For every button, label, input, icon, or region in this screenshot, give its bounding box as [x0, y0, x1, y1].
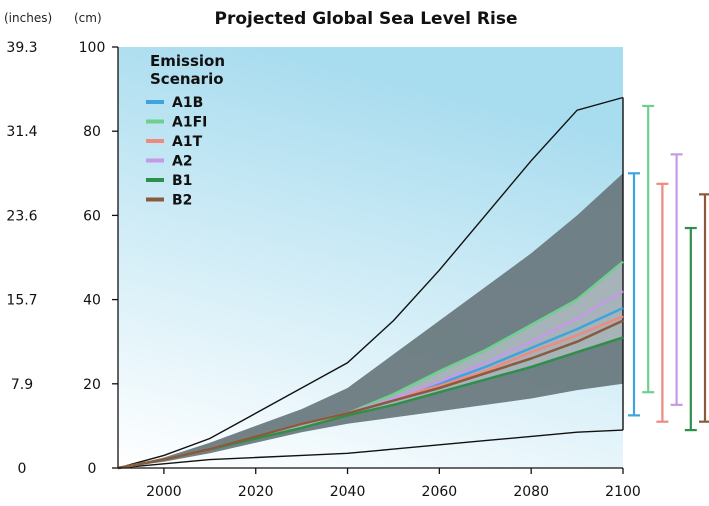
- legend-label: A2: [172, 154, 193, 170]
- uncertainty-bands: [117, 96, 624, 469]
- range-bar-a1t: [656, 182, 669, 423]
- y-tick-label-cm: 0: [88, 461, 97, 477]
- y-tick-label-inches: 31.4: [6, 124, 37, 140]
- x-tick-label: 2040: [330, 484, 366, 500]
- y-tick-label-inches: 23.6: [6, 208, 37, 224]
- legend-label: A1B: [172, 95, 203, 111]
- legend-label: B2: [172, 193, 192, 209]
- y-tick-label-cm: 60: [83, 208, 101, 224]
- range-bar-a1fi: [642, 104, 655, 394]
- outer-range-lower-line: [117, 429, 624, 469]
- y-tick-label-inches: 7.9: [11, 377, 33, 393]
- range-bar-a2: [670, 153, 683, 406]
- uncertainty-envelope: [118, 173, 623, 469]
- legend-label: B1: [172, 173, 192, 189]
- y-unit-cm: (cm): [74, 11, 102, 25]
- legend-label: A1T: [172, 134, 203, 150]
- legend-item-a1b: A1B: [146, 95, 203, 111]
- legend: Emission Scenario A1B A1FI A1T A2 B1 B2: [146, 52, 225, 209]
- x-tick-label: 2000: [146, 484, 182, 500]
- range-bar-b2: [699, 193, 709, 423]
- y-tick-label-cm: 80: [83, 124, 101, 140]
- legend-title-line1: Emission: [150, 52, 225, 70]
- scenario-lines: [117, 260, 624, 470]
- y-tick-label-inches: 0: [18, 461, 27, 477]
- y-unit-inches: (inches): [4, 11, 52, 25]
- legend-item-a1fi: A1FI: [146, 115, 207, 131]
- outer-range-upper-line: [117, 96, 624, 469]
- range-bar-a1b: [628, 172, 640, 417]
- y-tick-label-cm: 20: [83, 377, 101, 393]
- x-tick-label: 2020: [238, 484, 274, 500]
- legend-title-line2: Scenario: [150, 70, 224, 88]
- legend-item-b1: B1: [146, 173, 192, 189]
- x-tick-label: 2100: [605, 484, 641, 500]
- y-tick-label-cm: 100: [79, 40, 106, 56]
- x-tick-label: 2080: [513, 484, 549, 500]
- legend-item-b2: B2: [146, 193, 192, 209]
- y-tick-label-inches: 39.3: [6, 40, 37, 56]
- legend-item-a1t: A1T: [146, 134, 203, 150]
- chart-title: Projected Global Sea Level Rise: [215, 9, 518, 29]
- range-bars-2100: [628, 104, 709, 432]
- x-tick-label: 2060: [422, 484, 458, 500]
- legend-item-a2: A2: [146, 154, 193, 170]
- legend-label: A1FI: [172, 115, 207, 131]
- range-bar-b1: [684, 226, 697, 432]
- y-tick-label-inches: 15.7: [6, 293, 37, 309]
- y-tick-label-cm: 40: [83, 293, 101, 309]
- series-line-b2: [117, 319, 624, 470]
- axes: 0 0 20 7.9 40 15.7 60 23.6 80 31.4 100 39.3 2000 2020…: [6, 40, 640, 500]
- scenario-spread-band: [118, 261, 623, 468]
